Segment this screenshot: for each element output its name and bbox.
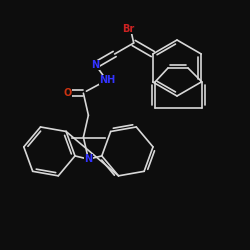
- Text: N: N: [84, 154, 92, 164]
- Text: N: N: [84, 154, 92, 164]
- Text: Br: Br: [122, 24, 135, 34]
- Text: NH: NH: [100, 75, 116, 85]
- Text: N: N: [92, 60, 100, 70]
- Text: O: O: [63, 88, 72, 98]
